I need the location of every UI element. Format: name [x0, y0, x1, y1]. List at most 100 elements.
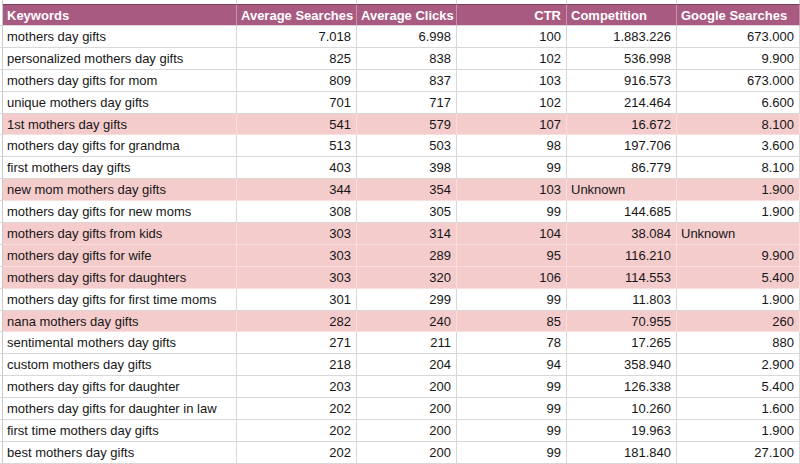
cell-google_searches[interactable]: 6.600 [677, 92, 800, 114]
cell-google_searches[interactable]: Unknown [677, 223, 800, 245]
cell-keyword[interactable]: best mothers day gifts [3, 442, 237, 464]
cell-google_searches[interactable]: 1.900 [677, 289, 800, 311]
cell-avg_searches[interactable]: 7.018 [237, 26, 357, 48]
cell-avg_clicks[interactable]: 838 [357, 48, 457, 70]
cell-google_searches[interactable]: 27.100 [677, 442, 800, 464]
cell-competition[interactable]: 197.706 [567, 135, 677, 157]
cell-google_searches[interactable]: 673.000 [677, 70, 800, 92]
cell-google_searches[interactable]: 8.100 [677, 114, 800, 136]
cell-ctr[interactable]: 106 [457, 267, 567, 289]
cell-ctr[interactable]: 100 [457, 26, 567, 48]
cell-avg_searches[interactable]: 344 [237, 179, 357, 201]
cell-avg_searches[interactable]: 403 [237, 157, 357, 179]
cell-avg_searches[interactable]: 308 [237, 201, 357, 223]
cell-avg_clicks[interactable]: 200 [357, 420, 457, 442]
cell-keyword[interactable]: mothers day gifts for daughters [3, 267, 237, 289]
cell-ctr[interactable]: 95 [457, 245, 567, 267]
cell-avg_searches[interactable]: 825 [237, 48, 357, 70]
cell-avg_clicks[interactable]: 314 [357, 223, 457, 245]
cell-google_searches[interactable]: 3.600 [677, 135, 800, 157]
cell-ctr[interactable]: 99 [457, 157, 567, 179]
cell-keyword[interactable]: unique mothers day gifts [3, 92, 237, 114]
cell-competition[interactable]: 358.940 [567, 354, 677, 376]
cell-avg_searches[interactable]: 303 [237, 245, 357, 267]
cell-keyword[interactable]: mothers day gifts for grandma [3, 135, 237, 157]
cell-avg_searches[interactable]: 218 [237, 354, 357, 376]
cell-avg_searches[interactable]: 202 [237, 420, 357, 442]
cell-competition[interactable]: 144.685 [567, 201, 677, 223]
cell-keyword[interactable]: mothers day gifts for new moms [3, 201, 237, 223]
header-cell-avg_searches[interactable]: Average Searches [237, 4, 357, 26]
cell-avg_clicks[interactable]: 200 [357, 442, 457, 464]
cell-ctr[interactable]: 103 [457, 179, 567, 201]
cell-avg_clicks[interactable]: 6.998 [357, 26, 457, 48]
cell-competition[interactable]: Unknown [567, 179, 677, 201]
cell-competition[interactable]: 126.338 [567, 376, 677, 398]
cell-google_searches[interactable]: 1.900 [677, 179, 800, 201]
cell-competition[interactable]: 214.464 [567, 92, 677, 114]
cell-google_searches[interactable]: 9.900 [677, 245, 800, 267]
cell-keyword[interactable]: first mothers day gifts [3, 157, 237, 179]
cell-competition[interactable]: 16.672 [567, 114, 677, 136]
cell-competition[interactable]: 536.998 [567, 48, 677, 70]
cell-google_searches[interactable]: 1.900 [677, 420, 800, 442]
cell-keyword[interactable]: mothers day gifts from kids [3, 223, 237, 245]
cell-competition[interactable]: 10.260 [567, 398, 677, 420]
cell-competition[interactable]: 116.210 [567, 245, 677, 267]
cell-avg_clicks[interactable]: 204 [357, 354, 457, 376]
cell-ctr[interactable]: 78 [457, 332, 567, 354]
header-cell-avg_clicks[interactable]: Average Clicks [357, 4, 457, 26]
cell-keyword[interactable]: mothers day gifts for wife [3, 245, 237, 267]
cell-avg_searches[interactable]: 303 [237, 267, 357, 289]
header-cell-keyword[interactable]: Keywords [3, 4, 237, 26]
cell-competition[interactable]: 11.803 [567, 289, 677, 311]
cell-ctr[interactable]: 85 [457, 311, 567, 333]
cell-avg_clicks[interactable]: 211 [357, 332, 457, 354]
cell-ctr[interactable]: 107 [457, 114, 567, 136]
cell-avg_clicks[interactable]: 200 [357, 376, 457, 398]
cell-avg_clicks[interactable]: 398 [357, 157, 457, 179]
cell-google_searches[interactable]: 880 [677, 332, 800, 354]
cell-ctr[interactable]: 98 [457, 135, 567, 157]
cell-competition[interactable]: 19.963 [567, 420, 677, 442]
cell-ctr[interactable]: 103 [457, 70, 567, 92]
cell-competition[interactable]: 114.553 [567, 267, 677, 289]
cell-competition[interactable]: 1.883.226 [567, 26, 677, 48]
cell-google_searches[interactable]: 5.400 [677, 267, 800, 289]
header-cell-ctr[interactable]: CTR [457, 4, 567, 26]
cell-ctr[interactable]: 99 [457, 398, 567, 420]
cell-avg_searches[interactable]: 282 [237, 311, 357, 333]
header-cell-google_searches[interactable]: Google Searches [677, 4, 800, 26]
cell-avg_searches[interactable]: 202 [237, 398, 357, 420]
cell-keyword[interactable]: sentimental mothers day gifts [3, 332, 237, 354]
cell-avg_searches[interactable]: 271 [237, 332, 357, 354]
cell-ctr[interactable]: 99 [457, 289, 567, 311]
cell-google_searches[interactable]: 260 [677, 311, 800, 333]
cell-competition[interactable]: 86.779 [567, 157, 677, 179]
cell-avg_clicks[interactable]: 289 [357, 245, 457, 267]
cell-google_searches[interactable]: 1.900 [677, 201, 800, 223]
cell-competition[interactable]: 17.265 [567, 332, 677, 354]
cell-keyword[interactable]: first time mothers day gifts [3, 420, 237, 442]
cell-keyword[interactable]: mothers day gifts for daughter [3, 376, 237, 398]
cell-avg_clicks[interactable]: 240 [357, 311, 457, 333]
cell-ctr[interactable]: 99 [457, 201, 567, 223]
cell-avg_searches[interactable]: 303 [237, 223, 357, 245]
cell-google_searches[interactable]: 8.100 [677, 157, 800, 179]
cell-keyword[interactable]: 1st mothers day gifts [3, 114, 237, 136]
cell-competition[interactable]: 181.840 [567, 442, 677, 464]
cell-avg_searches[interactable]: 203 [237, 376, 357, 398]
cell-ctr[interactable]: 94 [457, 354, 567, 376]
cell-ctr[interactable]: 102 [457, 92, 567, 114]
cell-avg_searches[interactable]: 513 [237, 135, 357, 157]
cell-competition[interactable]: 916.573 [567, 70, 677, 92]
cell-google_searches[interactable]: 9.900 [677, 48, 800, 70]
cell-ctr[interactable]: 102 [457, 48, 567, 70]
cell-avg_clicks[interactable]: 200 [357, 398, 457, 420]
cell-avg_clicks[interactable]: 354 [357, 179, 457, 201]
cell-ctr[interactable]: 99 [457, 442, 567, 464]
cell-google_searches[interactable]: 1.600 [677, 398, 800, 420]
cell-ctr[interactable]: 104 [457, 223, 567, 245]
cell-keyword[interactable]: custom mothers day gifts [3, 354, 237, 376]
cell-avg_clicks[interactable]: 320 [357, 267, 457, 289]
